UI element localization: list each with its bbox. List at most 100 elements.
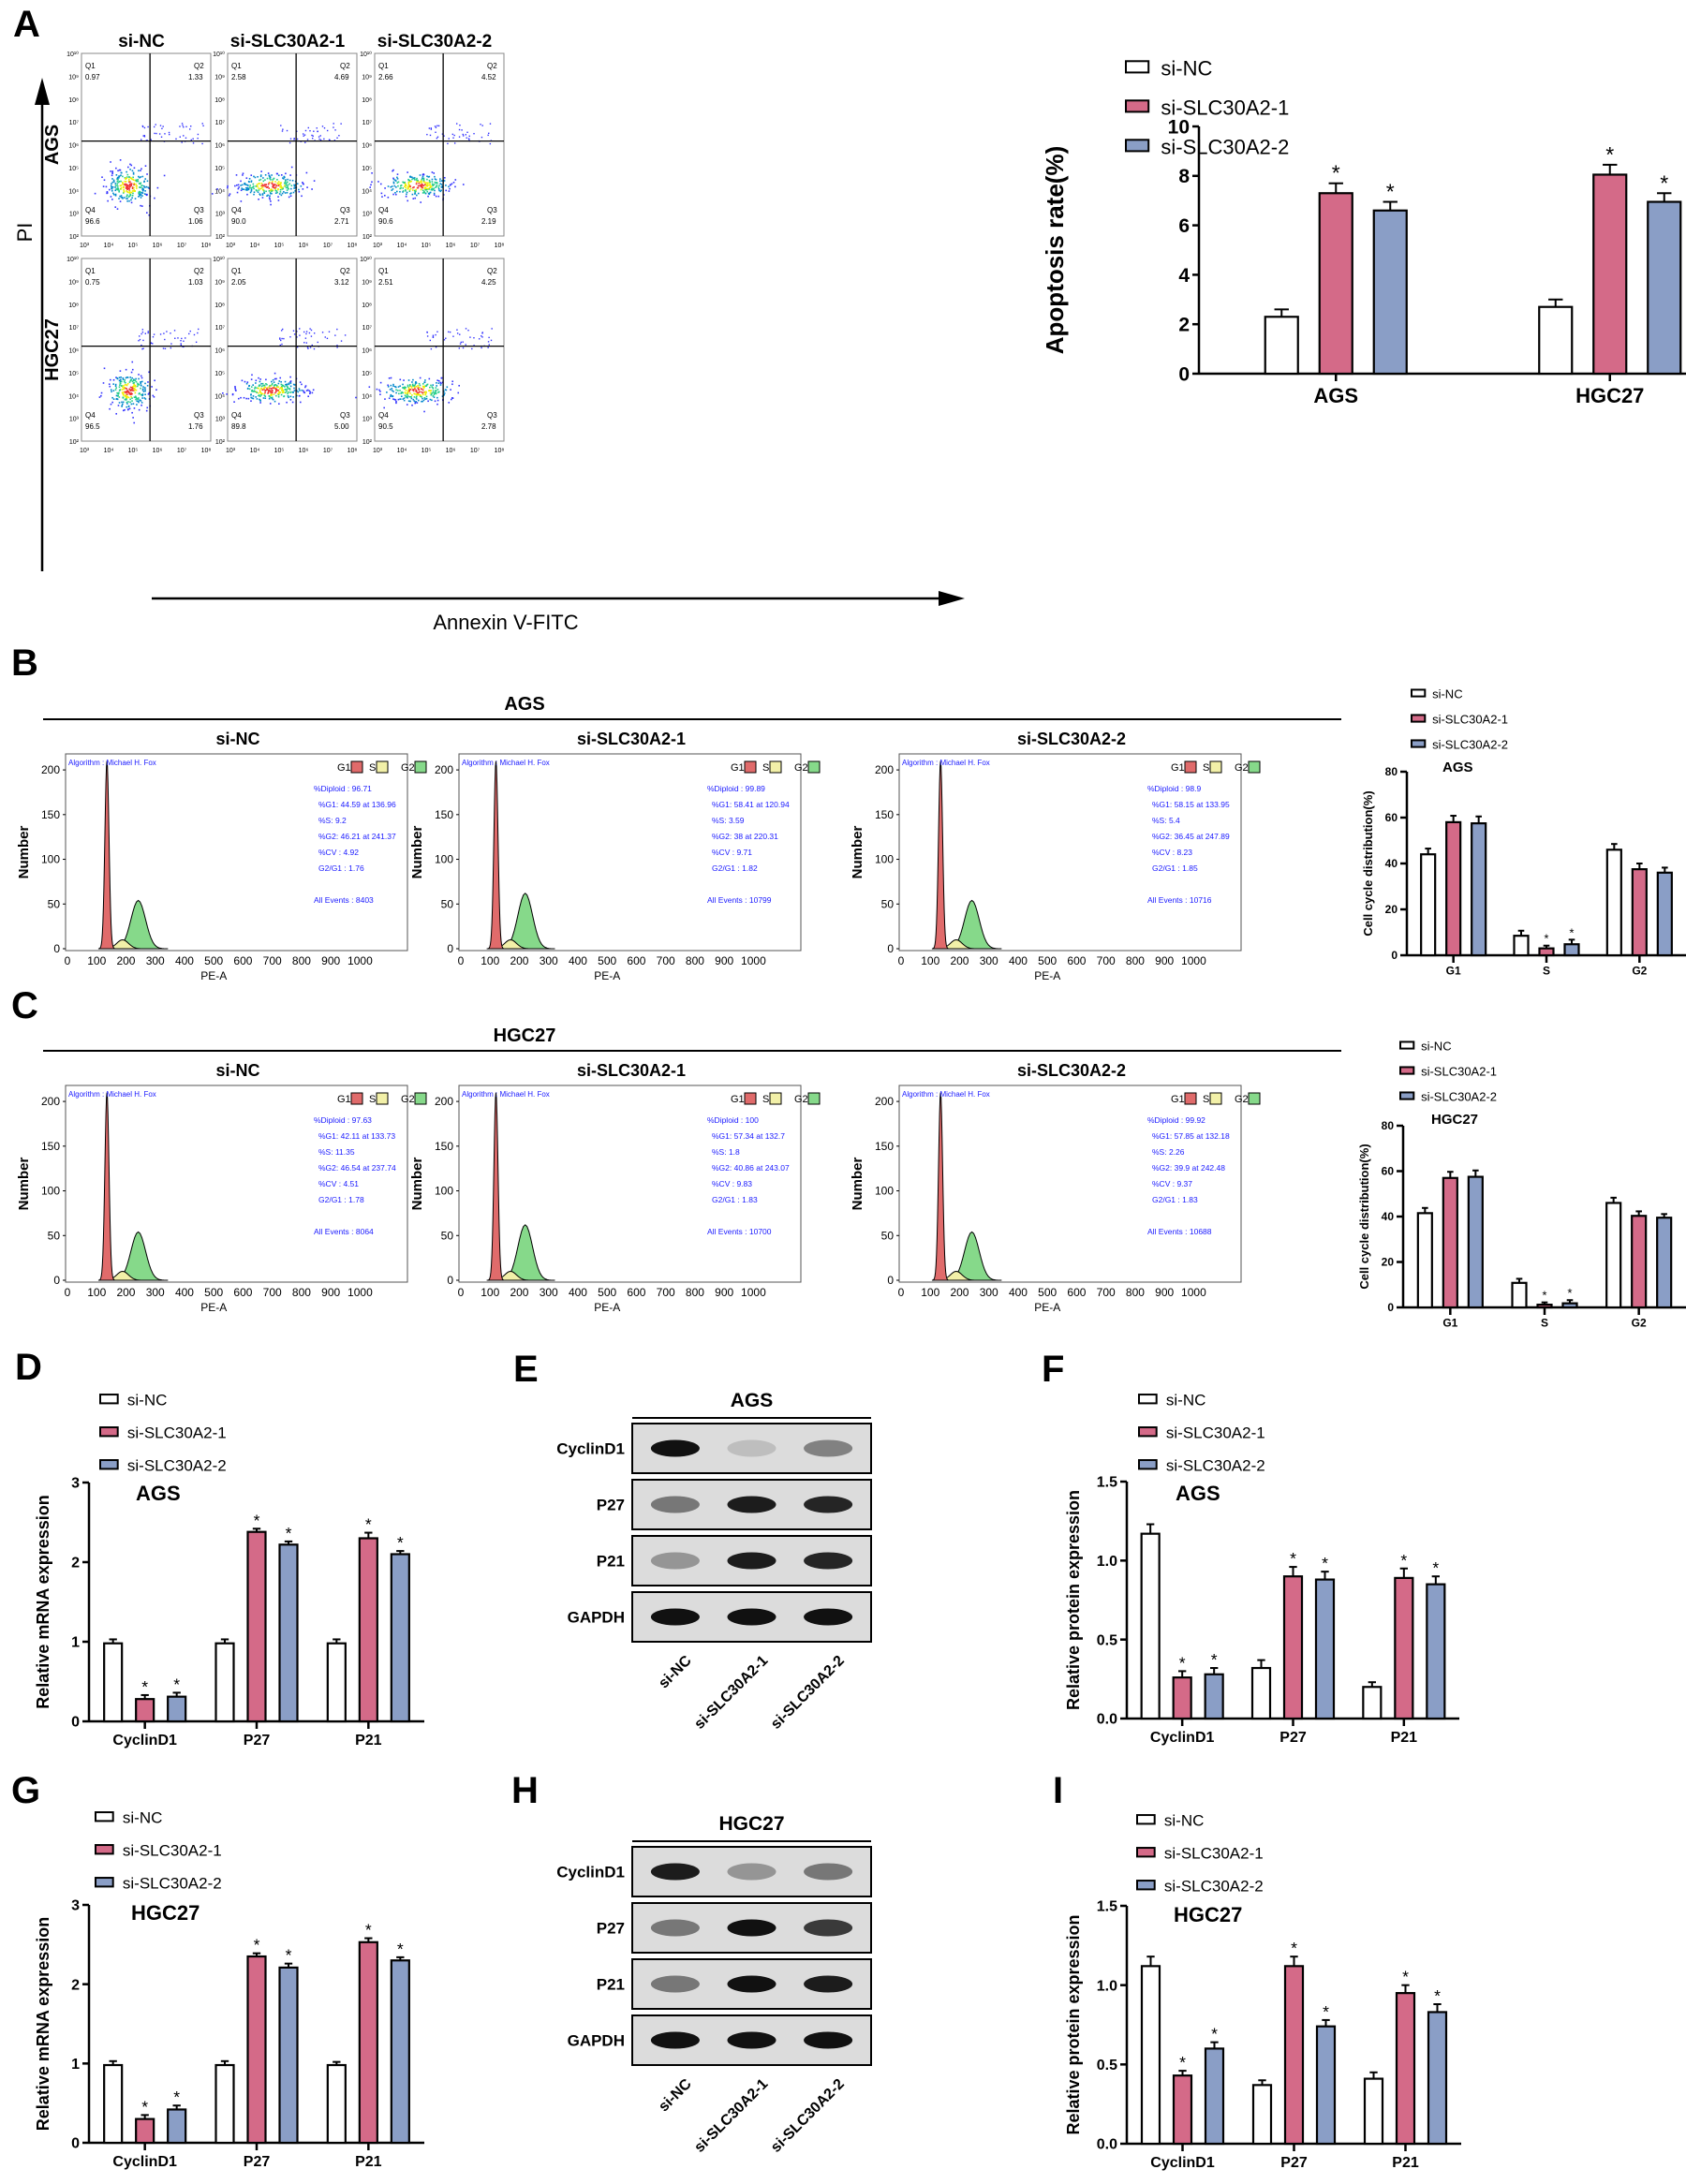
x-tick-label: 100 [921,954,939,967]
significance-star: * [1211,2025,1218,2044]
mrna-expression-chart-ags: si-NC si-SLC30A2-1 si-SLC30A2-2 AGS 0 1 2 3 Rela… [34,1392,424,1749]
y-tick-label: 150 [41,1140,60,1153]
blot-band [727,1439,776,1457]
stat-line: %Diploid : 99.92 [1147,1115,1205,1125]
stat-line: %CV : 8.23 [1152,848,1192,857]
column-title: si-SLC30A2-2 [1017,730,1126,748]
y-tick-label: 150 [875,1140,894,1153]
quadrant-value: 2.58 [231,73,246,81]
x-tick-label: 400 [175,954,194,967]
stat-line: G2/G1 : 1.82 [712,863,758,873]
plot-frame [227,258,358,442]
y-axis-label: Number [850,826,865,879]
significance-star: * [1386,180,1395,204]
x-tick-label: 400 [1009,1286,1028,1299]
x-tick-label: 10⁴ [397,243,407,249]
y-tick-label: 60 [1382,1165,1395,1178]
y-axis-label: Relative mRNA expression [34,1495,52,1708]
legend-swatch [1125,139,1150,153]
x-tick-label: 600 [1067,954,1086,967]
y-tick-label: 10⁷ [215,120,226,126]
quadrant-label: Q1 [85,267,96,275]
x-tick-label: 10⁵ [128,448,139,454]
x-tick-label: 900 [715,1286,733,1299]
x-tick-label: 400 [569,1286,587,1299]
y-tick-label: 10⁵ [68,166,79,172]
bar-si-slc30a2-1 [1592,173,1628,376]
quadrant-value: 90.5 [378,422,393,431]
x-tick-label: 10⁸ [495,448,505,454]
x-tick-label: 10⁷ [177,448,187,454]
lane-label: si-NC [656,2075,695,2115]
y-tick-label: 10³ [362,417,373,423]
phase-legend-label: S [369,762,376,774]
x-tick-label: 10⁶ [446,243,456,249]
bar-si-nc [1420,853,1437,957]
bar-si-nc [214,1642,235,1723]
y-tick-label: 10⁴ [214,393,225,400]
x-tick-label: 300 [980,1286,998,1299]
quadrant-value: 3.12 [334,278,349,287]
significance-star: * [365,1515,372,1534]
stat-line: All Events : 10799 [707,895,772,905]
stat-line: %S: 3.59 [712,816,745,825]
y-tick-label: 80 [1385,765,1398,778]
cell-cycle-distribution-chart-ags: si-NC si-SLC30A2-1 si-SLC30A2-2 AGS 0 20 40 60 8… [1361,686,1686,978]
y-tick-label: 150 [435,808,453,821]
bar-si-slc30a2-2 [1426,1583,1446,1720]
x-tick-label: G1 [1446,965,1461,978]
x-tick-label: 700 [657,1286,675,1299]
legend-label: si-SLC30A2-1 [127,1424,227,1442]
significance-star: * [1402,1968,1409,1986]
legend-label: si-SLC30A2-2 [123,1875,222,1893]
x-tick-label: 10³ [80,448,90,454]
x-tick-label: P21 [355,1733,382,1749]
significance-star: * [1569,925,1574,939]
plot-frame [458,1085,802,1283]
y-tick-label: 8 [1178,166,1190,187]
x-tick-label: 10⁸ [348,243,358,249]
y-tick-label: 0 [53,942,60,955]
x-tick-label: 0 [898,1286,905,1299]
x-tick-label: 10⁴ [104,243,114,249]
phase-legend-label: G2 [1235,762,1249,774]
stat-line: %CV : 9.71 [712,848,752,857]
significance-star: * [173,2088,180,2106]
x-tick-label: 10⁴ [397,448,407,454]
bar-si-slc30a2-2 [1427,2011,1448,2146]
x-tick-label: 10³ [226,243,236,249]
y-tick-label: 10³ [69,212,80,218]
quadrant-label: Q2 [487,267,497,275]
quadrant-label: Q2 [194,267,204,275]
bar-si-slc30a2-2 [1204,1673,1224,1720]
legend-swatch [1138,1426,1158,1438]
x-tick-label: 0 [898,954,905,967]
quadrant-label: Q3 [194,206,204,214]
phase-legend-swatch [350,1092,363,1105]
stat-line: %S: 1.8 [712,1147,740,1157]
y-tick-label: 0 [447,942,453,955]
y-tick-label: 1.0 [1097,1554,1117,1570]
stat-line: G2/G1 : 1.78 [318,1195,364,1204]
stat-line: G2/G1 : 1.85 [1152,863,1198,873]
legend-swatch [99,1394,119,1405]
legend-label: si-SLC30A2-1 [1161,96,1289,119]
blot-band [650,1496,700,1513]
blot-band [804,2031,853,2049]
quadrant-label: Q4 [378,206,389,214]
plot-frame [374,258,505,442]
y-tick-label: 0 [1387,1301,1394,1314]
phase-legend-label: G2 [794,762,808,774]
y-tick-label: 10⁶ [214,348,225,355]
y-tick-label: 1.5 [1097,1899,1117,1915]
significance-star: * [1544,932,1548,946]
stat-line: G2/G1 : 1.83 [712,1195,758,1204]
stat-line: %G2: 46.21 at 241.37 [318,832,396,841]
y-tick-label: 40 [1385,857,1398,870]
y-tick-label: 10² [215,234,226,241]
blot-title: HGC27 [718,1813,784,1835]
g1-peak [487,760,505,950]
x-tick-label: 700 [263,1286,282,1299]
bar-si-slc30a2-2 [278,1966,299,2145]
y-tick-label: 0.0 [1097,1712,1117,1728]
